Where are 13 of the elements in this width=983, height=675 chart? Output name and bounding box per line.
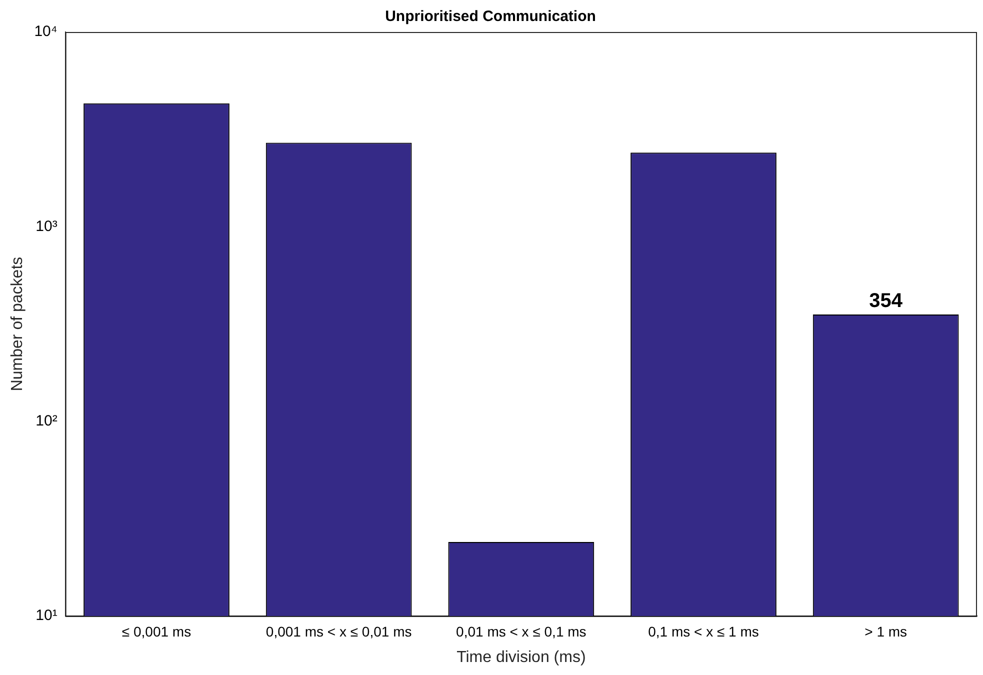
data-label: 354 — [869, 290, 904, 312]
x-tick-label: ≤ 0,001 ms — [122, 623, 192, 640]
y-tick-label: 10¹ — [36, 607, 58, 624]
x-tick-label: 0,001 ms < x ≤ 0,01 ms — [266, 623, 412, 640]
x-tick-label: 0,01 ms < x ≤ 0,1 ms — [456, 623, 586, 640]
chart-title: Unprioritised Communication — [385, 8, 596, 26]
y-tick-label: 10² — [36, 412, 58, 430]
x-tick-label: > 1 ms — [864, 623, 908, 640]
y-tick-label: 10⁴ — [34, 23, 58, 40]
y-axis-title: Number of packets — [9, 256, 26, 392]
x-tick-label: 0,1 ms < x ≤ 1 ms — [648, 623, 759, 640]
y-tick-label: 10³ — [36, 218, 58, 235]
x-axis-title: Time division (ms) — [456, 648, 586, 666]
